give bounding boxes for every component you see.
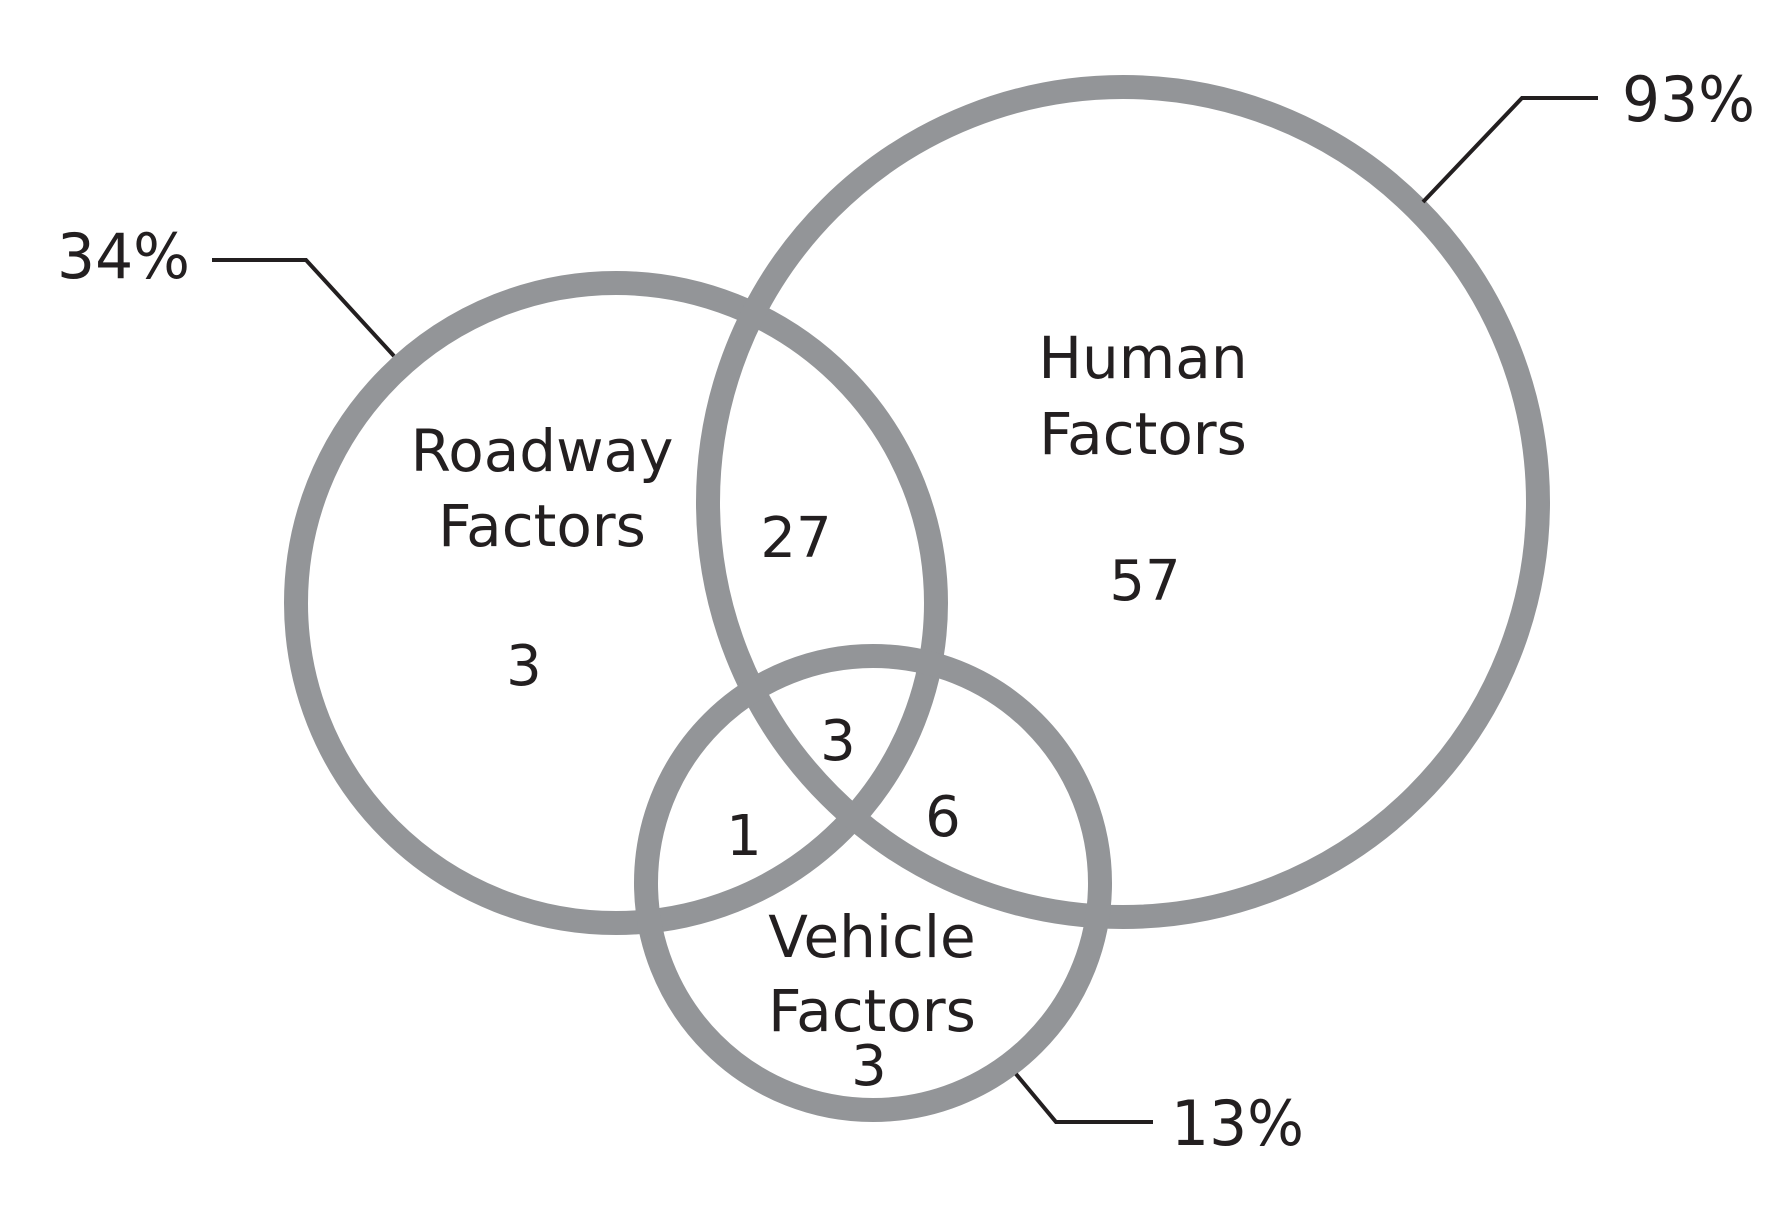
count-roadway-human: 27 <box>760 506 831 571</box>
human-percent: 93% <box>1622 63 1755 136</box>
count-vehicle-only: 3 <box>851 1034 887 1099</box>
vehicle-leader-line <box>1014 1072 1153 1124</box>
human-circle <box>696 75 1550 929</box>
count-all-three: 3 <box>820 709 856 774</box>
set-labels: Roadway Factors Human Factors Vehicle Fa… <box>411 324 1248 1045</box>
region-counts: 3 27 57 3 1 6 3 <box>506 506 1180 1099</box>
leader-lines <box>212 96 1598 1124</box>
roadway-label-line1: Roadway <box>411 417 674 485</box>
roadway-circle <box>284 271 948 935</box>
percent-labels: 34% 93% 13% <box>57 63 1755 1160</box>
human-label-line2: Factors <box>1039 400 1247 468</box>
human-leader-line <box>1421 96 1598 204</box>
vehicle-circle <box>634 644 1112 1122</box>
vehicle-percent: 13% <box>1171 1087 1304 1160</box>
human-label-line1: Human <box>1038 324 1247 392</box>
set-circles <box>284 75 1550 1122</box>
count-human-vehicle: 6 <box>925 785 961 850</box>
vehicle-label-line1: Vehicle <box>768 903 975 971</box>
count-human-only: 57 <box>1109 549 1180 614</box>
count-roadway-only: 3 <box>506 634 542 699</box>
roadway-label-line2: Factors <box>438 492 646 560</box>
roadway-percent: 34% <box>57 220 190 293</box>
roadway-leader-line <box>212 258 396 358</box>
count-roadway-vehicle: 1 <box>726 804 762 869</box>
vehicle-label-line2: Factors <box>768 977 976 1045</box>
